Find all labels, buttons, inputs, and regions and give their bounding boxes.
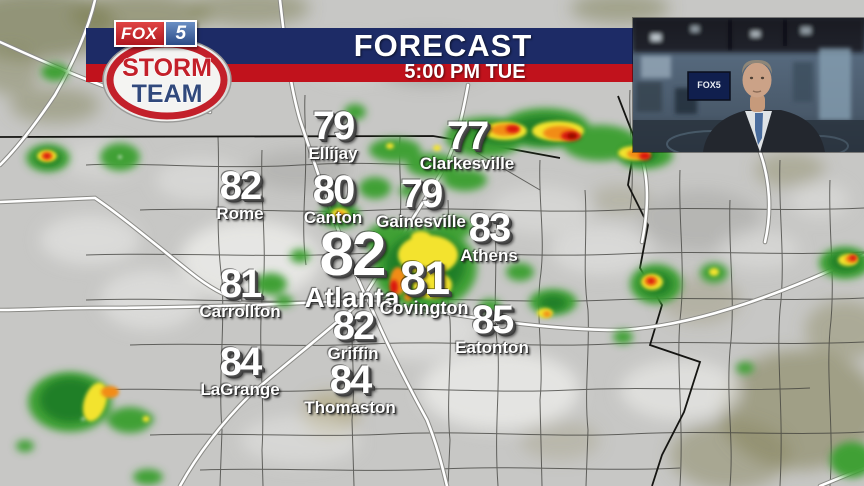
temp-value: 80: [312, 168, 355, 212]
city-marker-lagrange: 84 LaGrange: [200, 340, 280, 399]
city-name: Covington: [379, 298, 469, 319]
five-box: 5: [164, 20, 198, 47]
city-marker-canton: 80 Canton: [303, 168, 363, 227]
temp-value: 84: [329, 358, 372, 402]
city-name: Athens: [460, 245, 518, 265]
face: [742, 62, 772, 98]
city-name: Atlanta: [304, 282, 400, 314]
temp-value: 79: [400, 172, 443, 216]
temp-value: 77: [446, 114, 489, 158]
forecast-time: 5:00 PM TUE: [404, 61, 526, 83]
city-name: Gainesville: [376, 211, 466, 231]
city-marker-eatonton: 85 Eatonton: [455, 298, 529, 357]
city-marker-rome: 82 Rome: [216, 164, 264, 223]
city-name: Rome: [216, 203, 264, 223]
temp-value: 83: [468, 206, 511, 250]
temp-value: 82: [332, 304, 376, 348]
city-marker-griffin: 82 Griffin: [327, 304, 379, 363]
studio-monitor: FOX5: [687, 71, 731, 101]
video-inset: FOX5: [633, 18, 864, 152]
city-marker-ellijay: 79 Ellijay: [308, 104, 358, 163]
temp-value: 84: [219, 340, 263, 384]
fox5-storm-team-logo: STORM TEAM FOX 5: [100, 16, 234, 123]
city-marker-thomaston: 84 Thomaston: [304, 358, 396, 417]
city-marker-clarkesville: 77 Clarkesville: [419, 114, 515, 173]
city-marker-carrollton: 81 Carrollton: [199, 262, 281, 321]
city-name: LaGrange: [200, 379, 280, 399]
temp-value: 85: [471, 298, 514, 342]
temp-value: 81: [219, 262, 263, 306]
county-borders: [85, 89, 864, 486]
monitor-fox5-text: FOX5: [697, 80, 721, 90]
temp-value: 82: [319, 220, 387, 289]
city-name: Clarkesville: [419, 153, 515, 173]
fox5-wordmark: FOX 5: [114, 20, 198, 47]
city-marker-athens: 83 Athens: [460, 206, 518, 265]
fox-box: FOX: [114, 20, 165, 47]
city-name: Ellijay: [308, 143, 358, 163]
storm-team-oval: STORM TEAM: [102, 37, 232, 123]
city-marker-gainesville: 79 Gainesville: [376, 172, 466, 231]
hair: [742, 60, 772, 74]
radar-extreme-layer: [43, 125, 857, 421]
city-name: Eatonton: [455, 337, 529, 357]
studio-lighting-rig: [633, 18, 864, 52]
city-marker-covington: 81 Covington: [379, 251, 469, 319]
city-marker-atlanta: 82 Atlanta: [304, 220, 400, 314]
city-name: Griffin: [327, 343, 379, 363]
logo-storm-text: STORM: [122, 54, 212, 82]
meteorologist: [703, 60, 825, 152]
temp-value: 82: [219, 164, 263, 208]
studio-set: [636, 48, 851, 120]
logo-team-text: TEAM: [132, 80, 203, 108]
forecast-title: FORECAST: [353, 28, 533, 63]
temp-value: 81: [399, 251, 450, 304]
city-name: Canton: [303, 207, 363, 227]
city-name: Thomaston: [304, 397, 396, 417]
city-name: Carrollton: [199, 301, 281, 321]
temp-value: 79: [312, 104, 356, 148]
